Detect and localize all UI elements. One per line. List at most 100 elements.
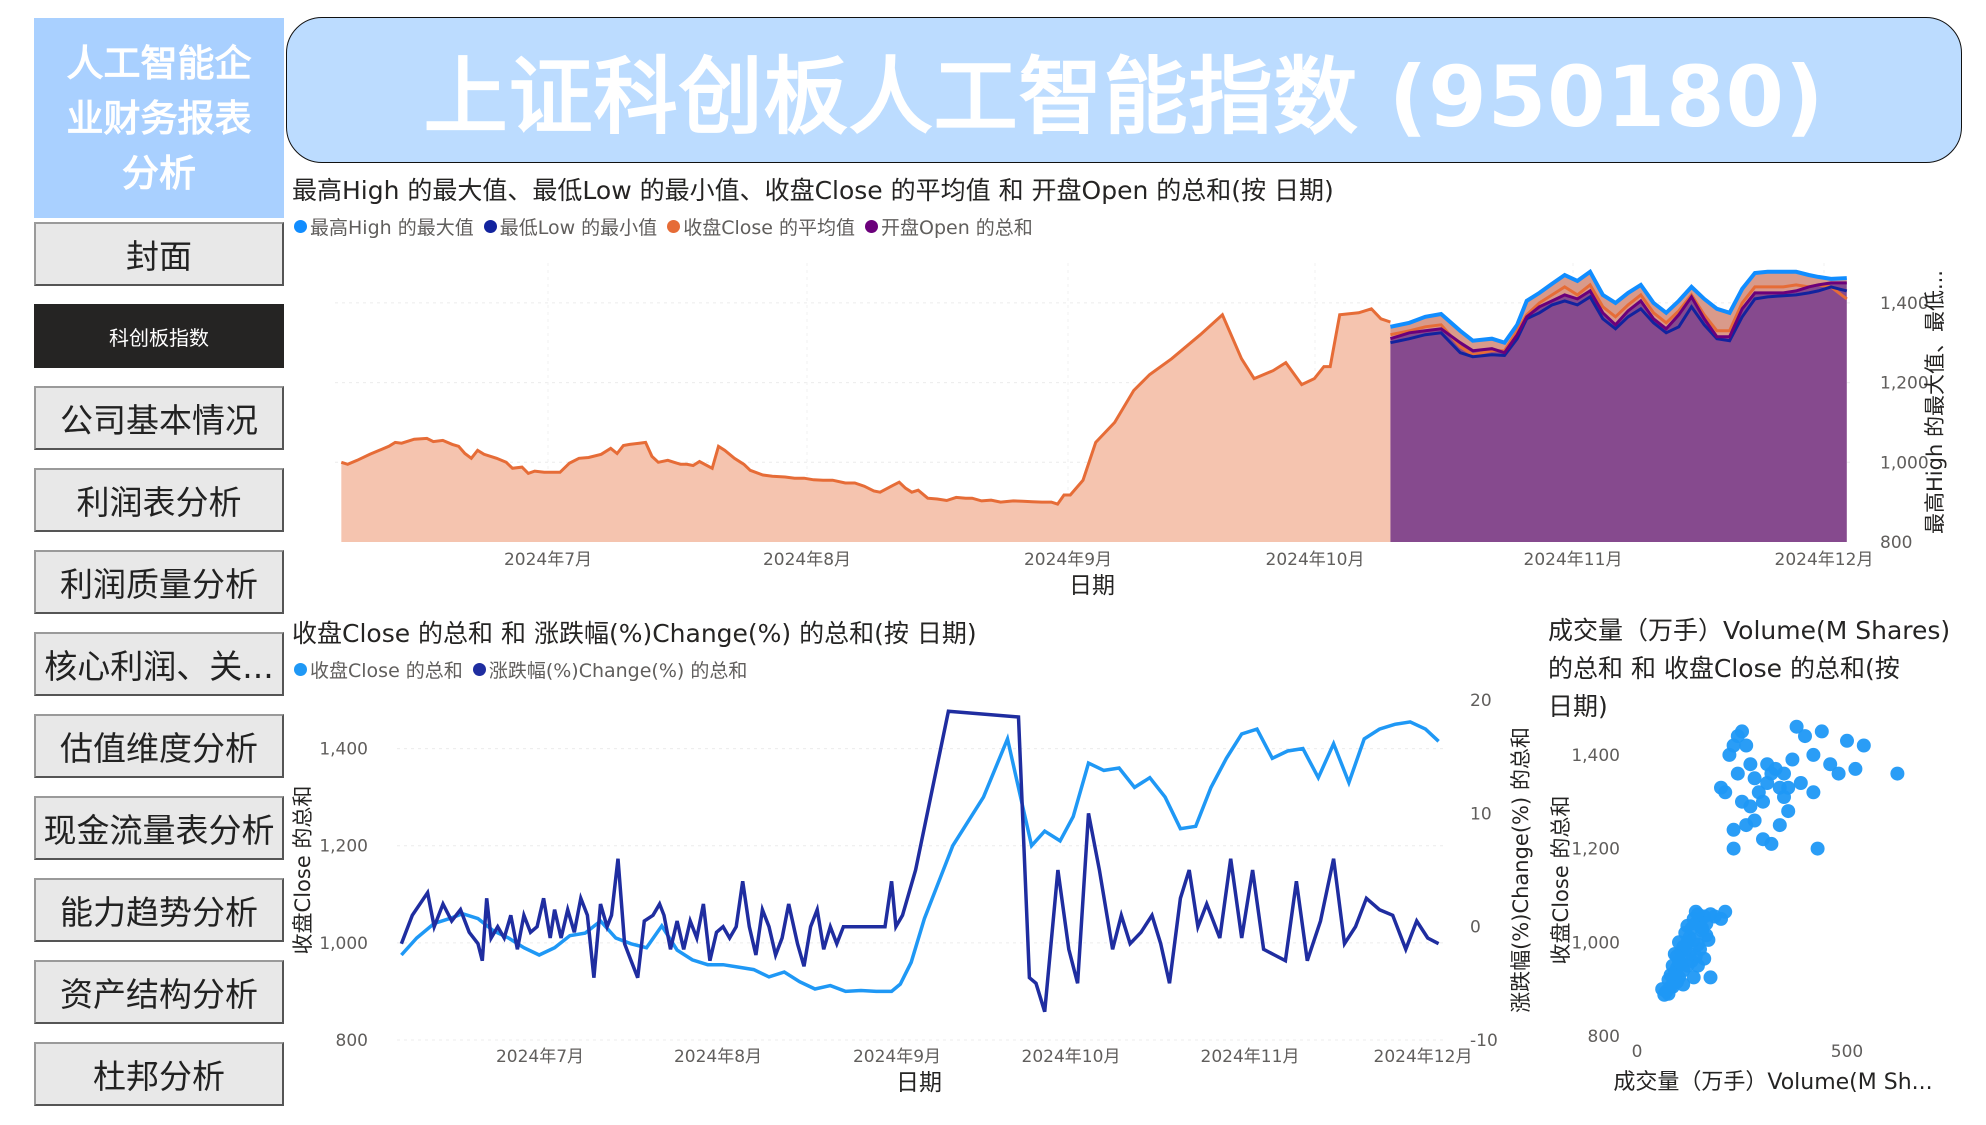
legend-dot [472,663,486,676]
scatter-point [1823,757,1838,772]
nav-dupont-button[interactable]: 杜邦分析 [34,1042,284,1106]
scatter-point [1686,970,1701,985]
scatter-point [1747,771,1762,786]
scatter-point [1686,932,1701,947]
y-axis-title: 收盘Close 的总和 [291,786,315,955]
nav-core-profit-button[interactable]: 核心利润、关... [34,632,284,696]
y-tick-label: 1,200 [319,837,368,857]
legend-dot [667,220,681,233]
legend-label: 涨跌幅(%)Change(%) 的总和 [488,660,748,682]
scatter-point [1777,766,1791,781]
scatter-point [1831,766,1846,781]
scatter-point [1676,977,1691,992]
scatter-point [1701,932,1716,947]
x-tick-label: 2024年12月 [1775,550,1874,570]
legend-item-open-sum[interactable]: 开盘Open 的总和 [865,213,1033,240]
y-tick-label: 800 [336,1031,368,1051]
chart2-title: 收盘Close 的总和 和 涨跌幅(%)Change(%) 的总和(按 日期) [292,619,977,648]
x-tick-label: 2024年7月 [504,550,592,570]
open-sum-area [1390,282,1847,542]
scatter-point [1840,733,1854,748]
y-tick-label: 1,000 [1880,453,1929,473]
scatter-point [1669,949,1684,964]
nav-asset-structure-button[interactable]: 资产结构分析 [34,960,284,1024]
scatter-point [1890,766,1905,781]
y-tick-label: 800 [1880,533,1912,553]
high-max-line [1389,268,1847,346]
legend-label: 最低Low 的最小值 [499,217,658,239]
x-axis-title: 成交量（万手）Volume(M Sh... [1613,1070,1932,1095]
chart3-title: 成交量（万手）Volume(M Shares) 的总和 和 收盘Close 的总… [1548,616,1951,721]
scatter-point [1764,836,1779,851]
x-tick-label: 2024年7月 [496,1047,584,1067]
y2-tick-label: 10 [1470,804,1492,824]
nav-cash-flow-button[interactable]: 现金流量表分析 [34,796,284,860]
x-axis-title: 日期 [896,1070,942,1096]
legend-item-close-sum[interactable]: 收盘Close 的总和 [294,656,463,683]
legend-label: 最高High 的最大值 [310,217,474,239]
legend-item-close-avg[interactable]: 收盘Close 的平均值 [667,213,855,240]
nav-cover-button[interactable]: 封面 [34,222,284,286]
chart2-legend: 收盘Close 的总和 涨跌幅(%)Change(%) 的总和 [294,656,757,683]
scatter-point [1760,757,1775,772]
scatter-point [1814,724,1829,739]
legend-item-high[interactable]: 最高High 的最大值 [294,213,474,240]
close-sum-line [400,720,1440,994]
y-tick-label: 1,000 [1571,933,1620,953]
y-tick-label: 1,200 [1880,374,1929,394]
scatter-point [1739,738,1754,753]
legend-item-low[interactable]: 最低Low 的最小值 [483,213,658,240]
nav-profit-quality-button[interactable]: 利润质量分析 [34,550,284,614]
scatter-point [1747,813,1762,828]
report-logo: 人工智能企 业财务报表 分析 [34,18,284,218]
legend-item-change[interactable]: 涨跌幅(%)Change(%) 的总和 [472,656,748,683]
legend-dot [294,663,307,676]
scatter-point [1781,780,1796,795]
scatter-point [1703,970,1718,985]
nav-income-statement-button[interactable]: 利润表分析 [34,468,284,532]
x-axis-title: 日期 [1069,573,1115,599]
scatter-point [1785,752,1800,767]
scatter-point [1756,794,1770,809]
x-tick-label: 2024年8月 [674,1047,762,1067]
y2-tick-label: 20 [1470,691,1492,711]
scatter-point [1798,729,1812,744]
title-banner: 上证科创板人工智能指数 (950180) [286,17,1962,163]
y-tick-label: 1,400 [1880,294,1929,314]
legend-label: 收盘Close 的总和 [310,660,463,682]
x-tick-label: 2024年9月 [853,1047,941,1067]
scatter-point [1772,818,1787,833]
chart1-title: 最高High 的最大值、最低Low 的最小值、收盘Close 的平均值 和 开盘… [292,176,1334,205]
scatter-point [1856,738,1871,753]
nav-valuation-button[interactable]: 估值维度分析 [34,714,284,778]
y2-tick-label: 0 [1470,918,1481,938]
scatter-point [1718,904,1733,919]
y-axis-title: 收盘Close 的总和 [1549,796,1573,965]
scatter-point [1726,822,1741,837]
x-tick-label: 0 [1632,1042,1643,1062]
y-tick-label: 1,200 [1571,840,1620,860]
page-title: 上证科创板人工智能指数 (950180) [423,47,1825,146]
scatter-point [1781,804,1796,819]
y-tick-label: 1,400 [1571,746,1620,766]
x-tick-label: 2024年10月 [1266,550,1365,570]
x-tick-label: 2024年9月 [1024,550,1112,570]
scatter-point [1726,841,1741,856]
y-tick-label: 800 [1588,1027,1620,1047]
nav-capability-trend-button[interactable]: 能力趋势分析 [34,878,284,942]
x-tick-label: 500 [1831,1042,1863,1062]
scatter-point [1810,841,1825,856]
y-axis-title: 最高High 的最大值、最低... [1923,270,1947,534]
nav-company-basics-button[interactable]: 公司基本情况 [34,386,284,450]
scatter-point [1672,935,1686,950]
close-avg-band-line [1390,282,1848,357]
legend-label: 开盘Open 的总和 [881,217,1033,239]
scatter-point [1806,785,1821,800]
legend-dot [483,220,497,233]
scatter-point [1663,968,1678,983]
y-tick-label: 1,400 [319,740,368,760]
nav-star-index-button[interactable]: 科创板指数 [34,304,284,368]
scatter-point [1680,918,1695,933]
x-tick-label: 2024年8月 [763,550,851,570]
